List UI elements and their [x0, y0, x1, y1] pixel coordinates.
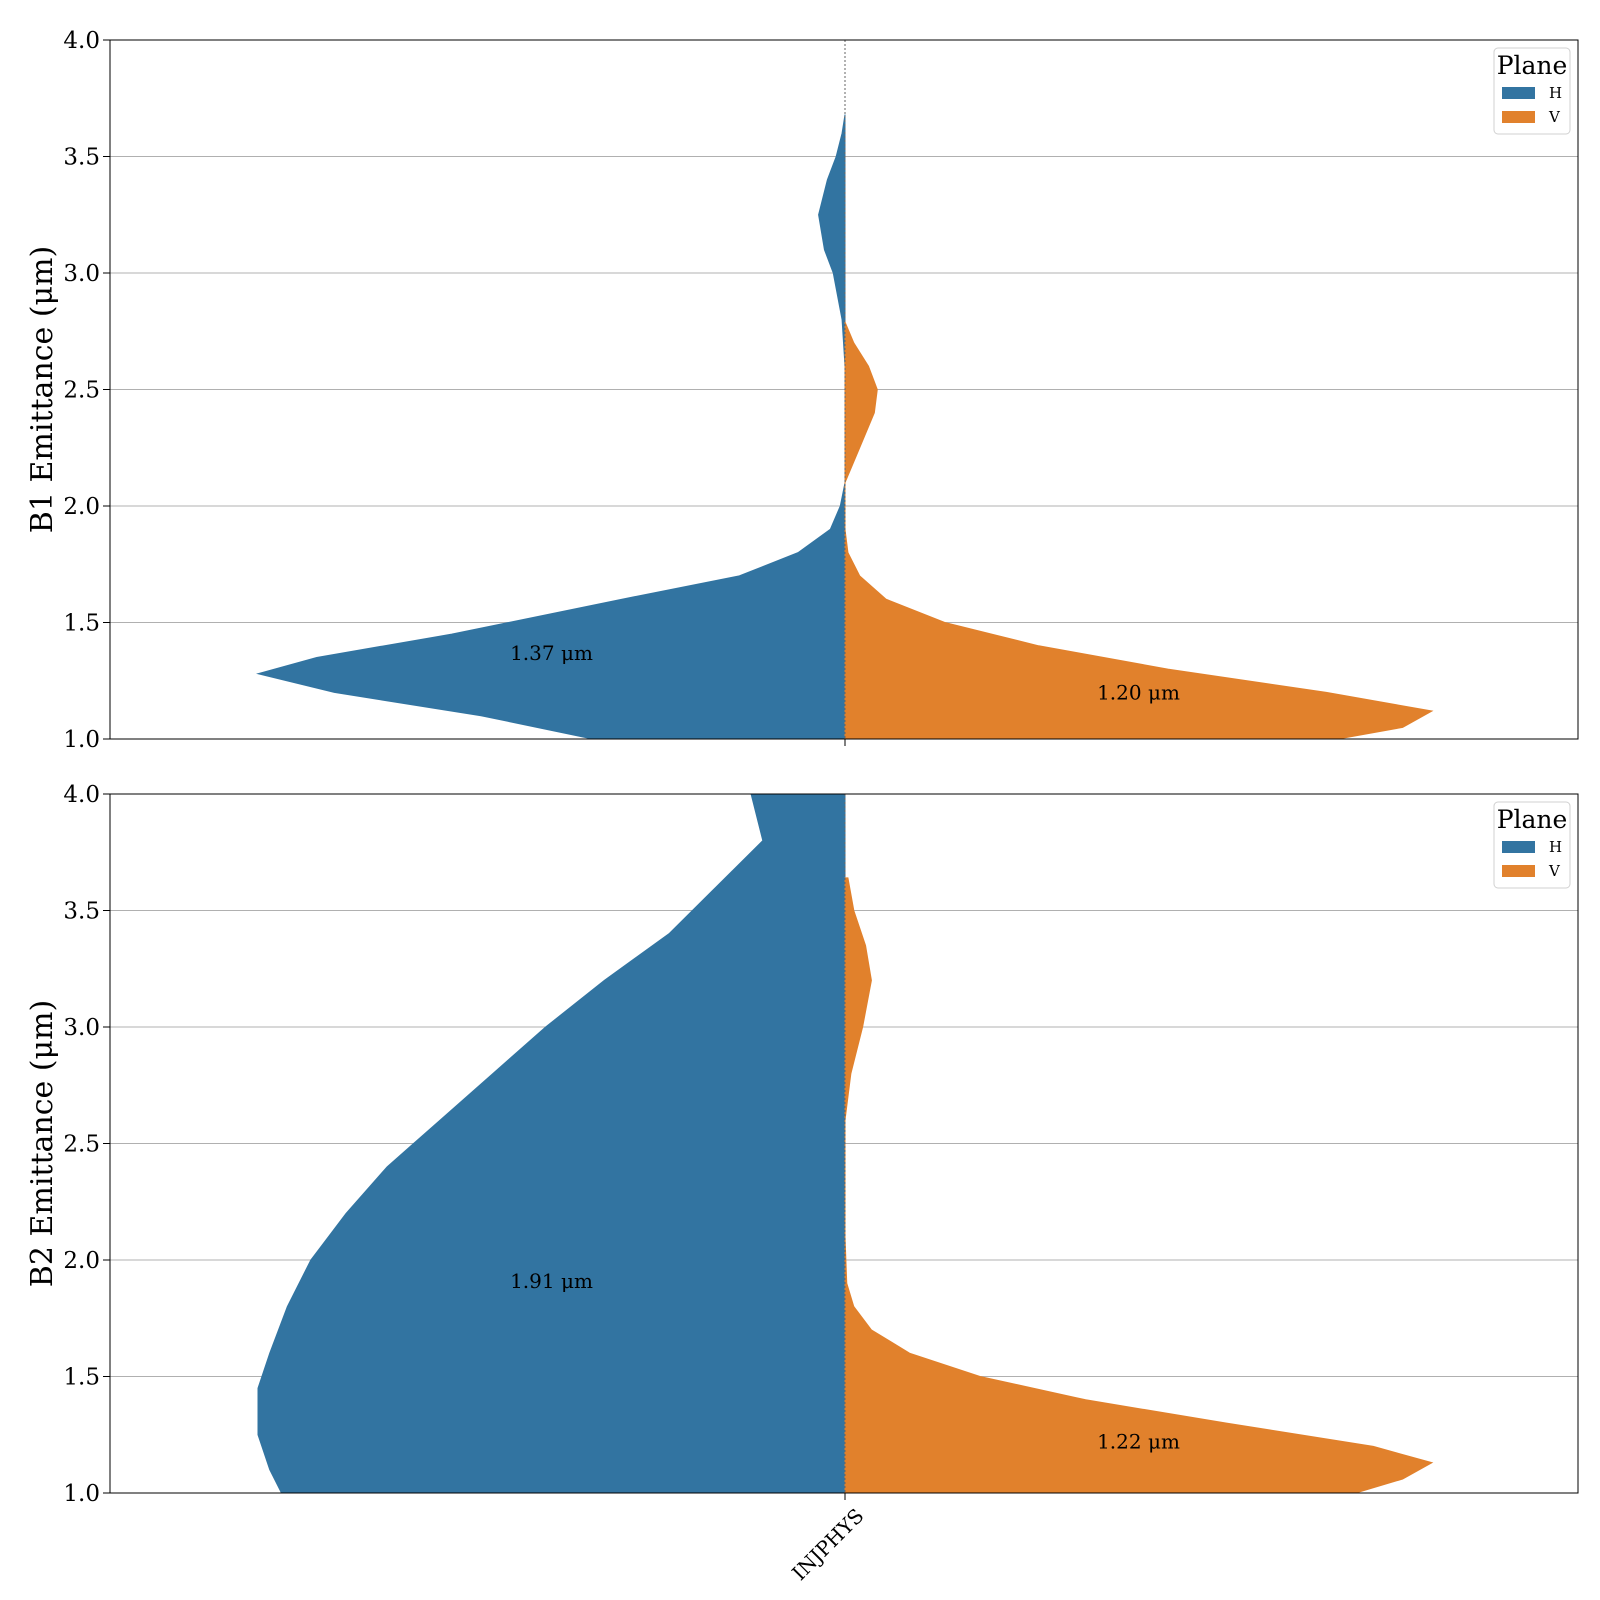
legend-title: Plane [1497, 51, 1568, 80]
y-axis-label: B1 Emittance (μm) [25, 246, 60, 533]
median-annotation: 1.22 μm [1097, 1430, 1180, 1454]
y-tick-label: 2.5 [63, 378, 100, 404]
legend-label: V [1548, 862, 1561, 880]
legend: Plane HV [1493, 801, 1571, 889]
legend-label: H [1549, 84, 1562, 102]
x-tick-label: INJPHYS [787, 1504, 868, 1585]
y-tick-label: 4.0 [63, 782, 100, 808]
y-tick-label: 1.0 [63, 1481, 100, 1507]
panel-b1: 1.0 1.5 2.0 2.5 3.0 3.5 4.0 1.37 μm 1.20 μm B1 Em… [25, 28, 1579, 753]
axes-frame [109, 39, 1579, 740]
y-tick-label: 1.0 [63, 727, 100, 753]
violin-h-left [256, 114, 846, 739]
y-tick-label: 1.5 [63, 1365, 100, 1391]
median-annotation: 1.37 μm [510, 641, 593, 665]
legend-swatch-v [1502, 111, 1535, 123]
y-tick-label: 3.0 [63, 1015, 100, 1041]
legend-title: Plane [1497, 805, 1568, 834]
y-axis-label: B2 Emittance (μm) [25, 1000, 60, 1287]
legend: Plane HV [1493, 47, 1571, 135]
y-tick-label: 3.5 [63, 145, 100, 171]
panel-b2: 1.0 1.5 2.0 2.5 3.0 3.5 4.0 1.91 μm 1.22 μm INJPH… [25, 782, 1579, 1585]
y-tick-label: 1.5 [63, 611, 100, 637]
y-tick-label: 3.0 [63, 261, 100, 287]
y-tick-label: 2.0 [63, 494, 100, 520]
legend-swatch-h [1502, 87, 1535, 99]
violin-h-left [257, 794, 846, 1493]
median-annotation: 1.91 μm [510, 1269, 593, 1293]
y-tick-label: 2.0 [63, 1248, 100, 1274]
legend-swatch-h [1502, 841, 1535, 853]
median-annotation: 1.20 μm [1097, 680, 1180, 704]
y-tick-label: 3.5 [63, 899, 100, 925]
legend-swatch-v [1502, 865, 1535, 877]
y-tick-label: 4.0 [63, 28, 100, 54]
legend-label: H [1549, 838, 1562, 856]
axes-frame [109, 793, 1579, 1494]
violin-v-right [844, 877, 1434, 1493]
violin-v-right [844, 321, 1434, 739]
y-tick-label: 2.5 [63, 1132, 100, 1158]
legend-label: V [1548, 108, 1561, 126]
